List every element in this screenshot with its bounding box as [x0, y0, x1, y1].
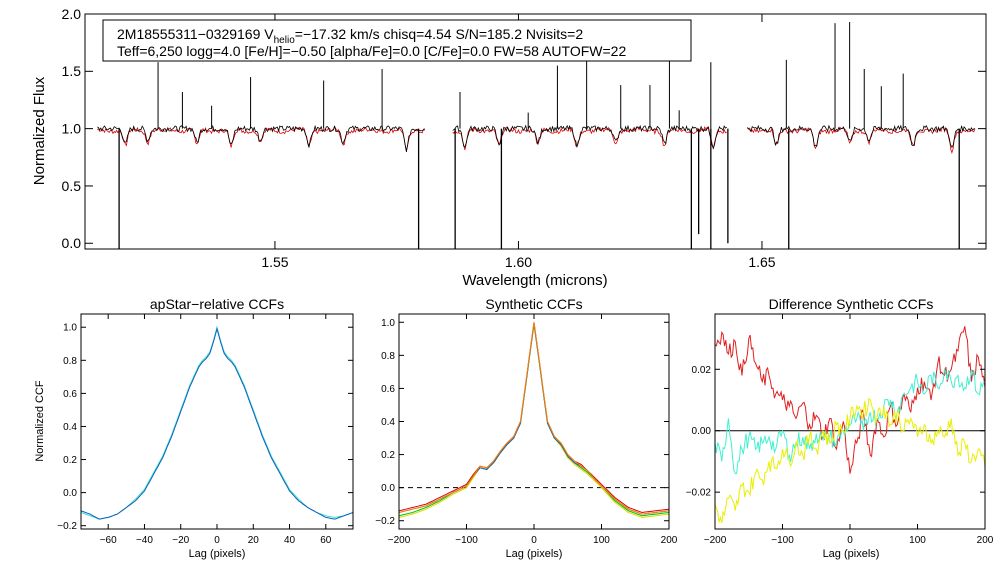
- x-tick-label: −40: [136, 535, 153, 546]
- ccf-series-visit-3: [398, 323, 670, 518]
- x-tick-label: 0: [531, 535, 537, 546]
- y-tick-label: −0.02: [686, 488, 712, 499]
- ccf-series-visit-1: [398, 322, 670, 514]
- x-tick-label: 100: [593, 535, 610, 546]
- y-tick-label: 2.0: [62, 6, 82, 22]
- x-tick-label: 0: [847, 535, 853, 546]
- vhelio-subscript: helio: [274, 35, 296, 46]
- apstar-ccf-y-axis-label: Normalized CCF: [34, 380, 46, 462]
- y-tick-label: 0.6: [381, 384, 395, 395]
- synthetic-ccf-frame: [398, 313, 670, 530]
- difference-ccf-title: Difference Synthetic CCFs: [769, 296, 934, 312]
- y-tick-label: −0.2: [57, 521, 77, 532]
- y-tick-label: 0.0: [381, 483, 395, 494]
- ccf-series-visit-2: [398, 323, 670, 517]
- apstar-ccf-ticks: −60 −40 −20 0 20 40 60 −0.2 0.0 0.2 0.4 0.6 0.8 1.0: [57, 314, 353, 546]
- synthetic-ccf-title: Synthetic CCFs: [485, 296, 582, 312]
- spectrum-frame: [84, 13, 987, 250]
- y-tick-label: 0.2: [381, 450, 395, 461]
- y-tick-label: 1.0: [63, 323, 77, 334]
- apstar-ccf-x-axis-label: Lag (pixels): [189, 548, 246, 560]
- vhelio-label: V: [264, 26, 274, 42]
- annotation-line-2: Teff=6,250 logg=4.0 [Fe/H]=−0.50 [alpha/…: [117, 43, 626, 59]
- y-tick-label: 0.4: [63, 422, 77, 433]
- y-tick-label: 0.02: [692, 365, 712, 376]
- ccf-series-visit-1: [80, 325, 354, 520]
- x-tick-label: 200: [977, 535, 994, 546]
- y-tick-label: 0.5: [62, 178, 82, 194]
- difference-ccf-panel: −200 −100 0 100 200 −0.02 0.00 0.02 Difference …: [686, 296, 994, 560]
- y-tick-label: 0.6: [63, 389, 77, 400]
- apstar-ccf-panel: −60 −40 −20 0 20 40 60 −0.2 0.0 0.2 0.4 0.6 0.8 1.0 a…: [34, 296, 354, 560]
- x-tick-label: −100: [771, 535, 794, 546]
- observed-spectrum-segment: [747, 124, 976, 149]
- x-tick-label: 1.65: [748, 254, 775, 270]
- annotation-line-1: 2M18555311−0329169 Vhelio=−17.32 km/s ch…: [117, 26, 583, 46]
- annotation-box: [102, 19, 692, 62]
- synthetic-spectrum-segment: [747, 126, 976, 155]
- x-tick-label: 1.55: [261, 254, 288, 270]
- ccf-series-visit-3: [714, 397, 986, 524]
- apstar-ccf-frame: [80, 313, 354, 530]
- y-tick-label: 0.4: [381, 417, 395, 428]
- x-tick-label: −60: [100, 535, 117, 546]
- y-tick-label: 0.0: [62, 235, 82, 251]
- x-tick-label: 1.60: [505, 254, 532, 270]
- synthetic-ccf-x-axis-label: Lag (pixels): [506, 548, 563, 560]
- y-tick-label: 0.00: [692, 426, 712, 437]
- x-tick-label: 200: [661, 535, 678, 546]
- x-tick-label: 60: [320, 535, 332, 546]
- y-tick-label: 0.0: [63, 488, 77, 499]
- x-tick-label: 20: [248, 535, 260, 546]
- x-tick-label: 100: [909, 535, 926, 546]
- y-tick-label: 0.8: [381, 351, 395, 362]
- spectrum-y-axis-label: Normalized Flux: [31, 76, 48, 185]
- y-tick-label: 1.0: [381, 318, 395, 329]
- ccf-series-visit-2: [714, 367, 986, 475]
- y-tick-label: 0.2: [63, 455, 77, 466]
- difference-ccf-plot-area: [714, 326, 986, 524]
- x-tick-label: 0: [214, 535, 220, 546]
- ccf-series-visit-4: [398, 323, 670, 515]
- x-tick-label: −100: [455, 535, 478, 546]
- apstar-ccf-plot-area: [80, 325, 354, 520]
- y-tick-label: 1.0: [62, 121, 82, 137]
- x-tick-label: 40: [284, 535, 296, 546]
- y-tick-label: 0.8: [63, 356, 77, 367]
- synthetic-ccf-ticks: −200 −100 0 100 200 −0.2 0.0 0.2 0.4 0.6 0.8 1.0: [375, 314, 678, 546]
- observed-spectrum-segment: [452, 124, 727, 150]
- spectrum-x-axis-label: Wavelength (microns): [462, 272, 607, 289]
- x-tick-label: −200: [388, 535, 411, 546]
- star-id: 2M18555311−0329169: [117, 26, 261, 42]
- observed-spectrum-segment: [97, 124, 425, 152]
- spectrum-panel: 1.55 1.60 1.65 0.0 0.5 1.0 1.5 2.0 2M18555311−0…: [31, 6, 987, 289]
- y-tick-label: 1.5: [62, 63, 82, 79]
- synthetic-ccf-panel: −200 −100 0 100 200 −0.2 0.0 0.2 0.4 0.6 0.8 1.0 Sy…: [375, 296, 678, 560]
- ccf-series-combined: [398, 322, 670, 515]
- y-tick-label: −0.2: [375, 516, 395, 527]
- synthetic-ccf-plot-area: [398, 322, 670, 518]
- difference-ccf-ticks: −200 −100 0 100 200 −0.02 0.00 0.02: [686, 314, 994, 546]
- x-tick-label: −20: [172, 535, 189, 546]
- spectrum-ticks: 1.55 1.60 1.65 0.0 0.5 1.0 1.5 2.0: [62, 6, 986, 270]
- ccf-series-visit-2: [80, 326, 354, 520]
- apstar-ccf-title: apStar−relative CCFs: [150, 296, 284, 312]
- x-tick-label: −200: [704, 535, 727, 546]
- annotation-line-1-values: =−17.32 km/s chisq=4.54 S/N=185.2 Nvisit…: [295, 26, 584, 42]
- difference-ccf-x-axis-label: Lag (pixels): [823, 548, 880, 560]
- spectrum-plot-area: [97, 22, 976, 249]
- ccf-series-visit-1: [714, 326, 986, 474]
- observed-spectrum-line: [97, 22, 976, 249]
